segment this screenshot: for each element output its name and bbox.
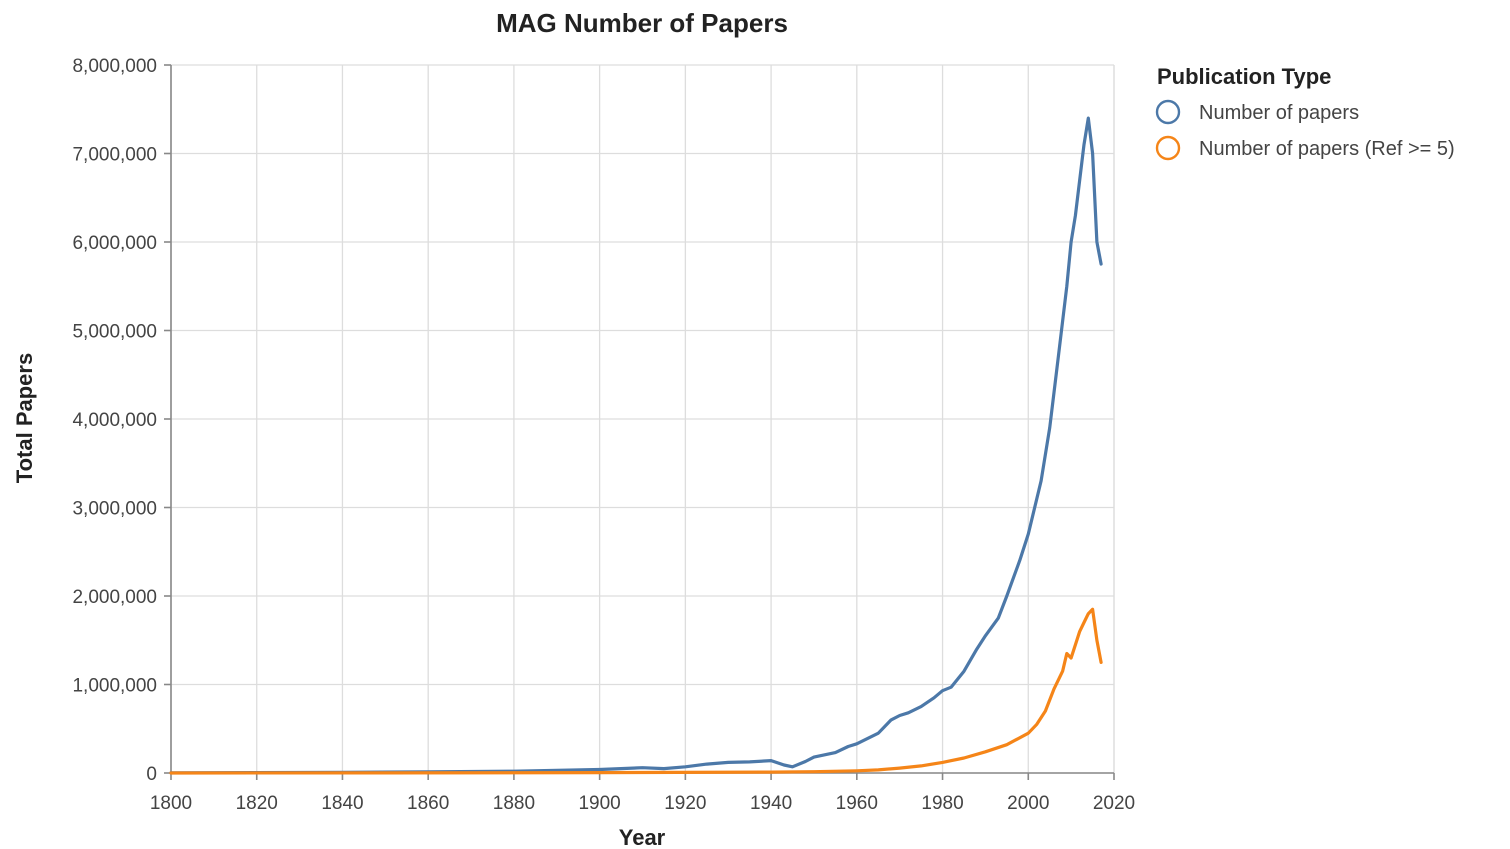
- chart-title: MAG Number of Papers: [496, 8, 788, 38]
- x-tick-label: 1840: [321, 793, 363, 814]
- y-tick-label: 8,000,000: [72, 56, 157, 77]
- x-tick-label: 1800: [150, 793, 192, 814]
- x-tick-label: 1820: [236, 793, 278, 814]
- x-tick-label: 1980: [921, 793, 963, 814]
- legend-label-1: Number of papers: [1199, 102, 1359, 124]
- axes: 1800 1820 1840 1860 1880 1900 1920 1940 1960 1980…: [72, 56, 1135, 814]
- y-axis-title: Total Papers: [12, 353, 37, 483]
- legend-label-2: Number of papers (Ref >= 5): [1199, 138, 1455, 160]
- y-tick-label: 4,000,000: [72, 410, 157, 431]
- legend-symbol-1: [1155, 99, 1181, 125]
- y-tick-label: 5,000,000: [72, 322, 157, 343]
- x-tick-label: 1880: [493, 793, 535, 814]
- legend: Publication Type Number of papers Number …: [1155, 64, 1455, 161]
- series-lines: [169, 116, 1103, 775]
- series-line-1: [169, 116, 1103, 775]
- x-tick-label: 2000: [1007, 793, 1049, 814]
- gridlines: [170, 64, 1115, 774]
- x-tick-label: 2020: [1093, 793, 1135, 814]
- y-tick-label: 6,000,000: [72, 233, 157, 254]
- x-tick-label: 1940: [750, 793, 792, 814]
- y-tick-label: 7,000,000: [72, 145, 157, 166]
- series-line-2: [169, 607, 1103, 775]
- x-tick-label: 1960: [836, 793, 878, 814]
- x-axis-title: Year: [619, 825, 666, 849]
- x-tick-label: 1920: [664, 793, 706, 814]
- x-tick-label: 1900: [578, 793, 620, 814]
- y-tick-label: 3,000,000: [72, 499, 157, 520]
- y-tick-label: 1,000,000: [72, 676, 157, 697]
- x-tick-label: 1860: [407, 793, 449, 814]
- y-tick-label: 2,000,000: [72, 587, 157, 608]
- y-tick-label: 0: [146, 764, 157, 785]
- legend-symbol-2: [1155, 135, 1181, 161]
- legend-title: Publication Type: [1157, 64, 1331, 89]
